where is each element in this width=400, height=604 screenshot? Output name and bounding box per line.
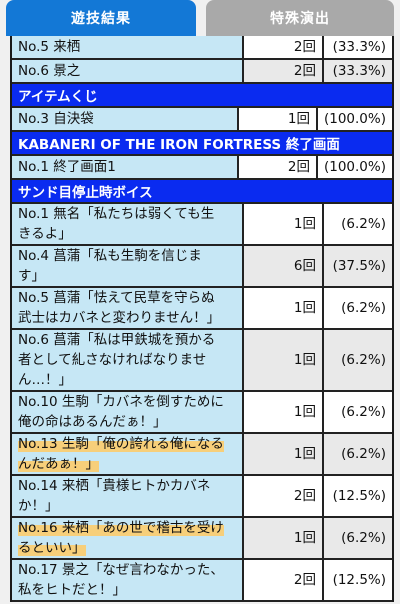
row-count: 2回 — [244, 560, 324, 600]
section-header-sand-voice: サンド目停止時ボイス — [12, 180, 392, 204]
table-row: No.6 菖蒲「私は甲鉄城を預かる 者として糺さなければなりませ ん…！」 1回… — [12, 330, 392, 392]
row-count: 2回 — [244, 60, 324, 82]
row-count: 1回 — [244, 288, 324, 328]
row-count: 1回 — [244, 330, 324, 390]
table-row: No.14 来栖「貴様ヒトかカバネ か！」 2回 (12.5%) — [12, 476, 392, 518]
highlighted-row-name-line: んだあぁ！」 — [18, 454, 99, 474]
row-count: 2回 — [239, 156, 318, 178]
table-row: No.1 終了画面1 2回 (100.0%) — [12, 156, 392, 180]
row-percent: (6.2%) — [324, 434, 392, 474]
row-name-line: No.17 景之「なぜ言わなかった、 — [18, 562, 224, 578]
table-row: No.1 無名「私たちは弱くても生 きるよ」 1回 (6.2%) — [12, 204, 392, 246]
row-name: No.13 生駒「俺の誇れる俺になる んだあぁ！」 — [12, 434, 244, 474]
row-name: No.14 来栖「貴様ヒトかカバネ か！」 — [12, 476, 244, 516]
row-count: 2回 — [244, 476, 324, 516]
row-name: No.1 無名「私たちは弱くても生 きるよ」 — [12, 204, 244, 244]
row-name: No.16 来栖「あの世で稽古を受け るといい」 — [12, 518, 244, 558]
row-name: No.5 菖蒲「怯えて民草を守らぬ 武士はカバネと変わりません！」 — [12, 288, 244, 328]
row-count: 1回 — [244, 204, 324, 244]
table-row: No.13 生駒「俺の誇れる俺になる んだあぁ！」 1回 (6.2%) — [12, 434, 392, 476]
row-name: No.4 菖蒲「私も生駒を信じま す」 — [12, 246, 244, 286]
row-percent: (6.2%) — [324, 204, 392, 244]
row-name: No.5 来栖 — [12, 36, 244, 58]
row-name-line: きるよ」 — [18, 226, 72, 242]
row-percent: (12.5%) — [324, 476, 392, 516]
row-name-line: No.6 菖蒲「私は甲鉄城を預かる — [18, 332, 216, 348]
table-row: No.5 来栖 2回 (33.3%) — [12, 36, 392, 60]
row-name-line: す」 — [18, 268, 45, 284]
row-name-line: No.14 来栖「貴様ヒトかカバネ — [18, 478, 211, 494]
row-percent: (100.0%) — [317, 156, 392, 178]
stats-table: No.5 来栖 2回 (33.3%) No.6 景之 2回 (33.3%) アイ… — [10, 36, 394, 602]
row-name-line: No.5 菖蒲「怯えて民草を守らぬ — [18, 290, 215, 306]
row-percent: (6.2%) — [324, 330, 392, 390]
tab-bar: 遊技結果 特殊演出 — [0, 0, 400, 36]
table-row: No.16 来栖「あの世で稽古を受け るといい」 1回 (6.2%) — [12, 518, 392, 560]
row-name: No.6 菖蒲「私は甲鉄城を預かる 者として糺さなければなりませ ん…！」 — [12, 330, 244, 390]
row-percent: (100.0%) — [317, 108, 392, 130]
row-count: 1回 — [244, 518, 324, 558]
table-row: No.17 景之「なぜ言わなかった、 私をヒトだと！」 2回 (12.5%) — [12, 560, 392, 602]
row-name-line: 者として糺さなければなりませ — [18, 352, 207, 368]
row-count: 1回 — [239, 108, 318, 130]
row-count: 1回 — [244, 392, 324, 432]
row-count: 6回 — [244, 246, 324, 286]
row-name: No.17 景之「なぜ言わなかった、 私をヒトだと！」 — [12, 560, 244, 600]
row-percent: (6.2%) — [324, 392, 392, 432]
row-name-line: か！」 — [18, 498, 59, 514]
section-header-end-screen: KABANERI OF THE IRON FORTRESS 終了画面 — [12, 132, 392, 156]
row-percent: (12.5%) — [324, 560, 392, 600]
highlighted-row-name-line: No.16 来栖「あの世で稽古を受け — [18, 518, 224, 538]
row-name: No.6 景之 — [12, 60, 244, 82]
table-row: No.5 菖蒲「怯えて民草を守らぬ 武士はカバネと変わりません！」 1回 (6.… — [12, 288, 392, 330]
row-name-line: ん…！」 — [18, 372, 72, 388]
row-name-line: No.4 菖蒲「私も生駒を信じま — [18, 248, 202, 264]
row-name: No.1 終了画面1 — [12, 156, 240, 178]
highlighted-row-name-line: No.13 生駒「俺の誇れる俺になる — [18, 434, 224, 454]
table-row: No.3 自決袋 1回 (100.0%) — [12, 108, 392, 132]
row-count: 2回 — [244, 36, 324, 58]
row-percent: (6.2%) — [324, 518, 392, 558]
row-name-line: No.10 生駒「カバネを倒すために — [18, 394, 224, 410]
tab-special-effects[interactable]: 特殊演出 — [206, 0, 394, 36]
table-row: No.6 景之 2回 (33.3%) — [12, 60, 392, 84]
row-name-line: No.1 無名「私たちは弱くても生 — [18, 206, 215, 222]
row-name-line: 私をヒトだと！」 — [18, 582, 126, 598]
row-name: No.3 自決袋 — [12, 108, 240, 130]
section-header-item-lottery: アイテムくじ — [12, 84, 392, 108]
row-percent: (37.5%) — [324, 246, 392, 286]
row-count: 1回 — [244, 434, 324, 474]
tab-game-results[interactable]: 遊技結果 — [6, 0, 196, 36]
row-name: No.10 生駒「カバネを倒すために 俺の命はあるんだぁ！」 — [12, 392, 244, 432]
row-percent: (33.3%) — [324, 60, 392, 82]
highlighted-row-name-line: るといい」 — [18, 538, 86, 558]
table-row: No.10 生駒「カバネを倒すために 俺の命はあるんだぁ！」 1回 (6.2%) — [12, 392, 392, 434]
table-row: No.4 菖蒲「私も生駒を信じま す」 6回 (37.5%) — [12, 246, 392, 288]
row-percent: (33.3%) — [324, 36, 392, 58]
row-name-line: 俺の命はあるんだぁ！」 — [18, 414, 167, 430]
row-percent: (6.2%) — [324, 288, 392, 328]
row-name-line: 武士はカバネと変わりません！」 — [18, 310, 221, 326]
